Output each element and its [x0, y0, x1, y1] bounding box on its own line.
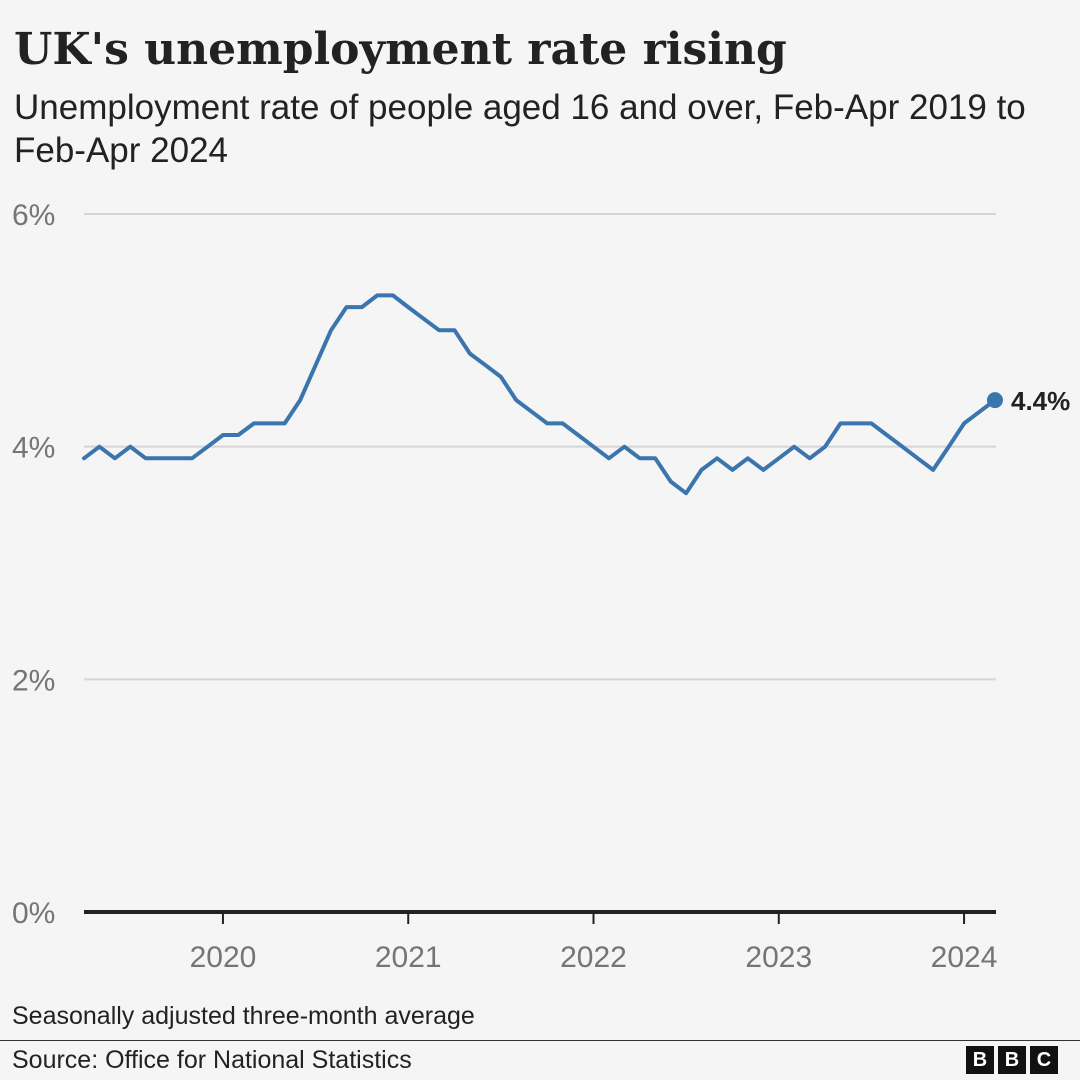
y-tick-label: 2%	[12, 664, 55, 697]
x-tick-label: 2022	[560, 941, 627, 974]
x-tick-label: 2020	[190, 941, 257, 974]
y-tick-label: 6%	[12, 199, 55, 232]
x-tick-label: 2021	[375, 941, 442, 974]
line-chart: 0% 2% 4% 6% 2020 2021 2022 2023 2024 4.4%	[12, 199, 1070, 974]
bbc-logo-block: C	[1030, 1046, 1058, 1074]
chart-note: Seasonally adjusted three-month average	[12, 1002, 475, 1030]
end-point-marker	[987, 392, 1003, 409]
bbc-logo-block: B	[966, 1046, 994, 1074]
series-line	[82, 293, 997, 496]
y-tick-label: 4%	[12, 432, 55, 465]
bbc-logo-block: B	[998, 1046, 1026, 1074]
footer-divider	[0, 1040, 1080, 1041]
bbc-logo: B B C	[966, 1046, 1058, 1074]
chart-title: UK's unemployment rate rising	[14, 24, 787, 75]
chart-subtitle: Unemployment rate of people aged 16 and …	[14, 88, 1026, 170]
source-credit: Source: Office for National Statistics	[12, 1046, 412, 1074]
x-tick-label: 2024	[931, 941, 998, 974]
x-tick-label: 2023	[745, 941, 812, 974]
end-point-label: 4.4%	[1011, 386, 1070, 416]
y-tick-label: 0%	[12, 897, 55, 930]
